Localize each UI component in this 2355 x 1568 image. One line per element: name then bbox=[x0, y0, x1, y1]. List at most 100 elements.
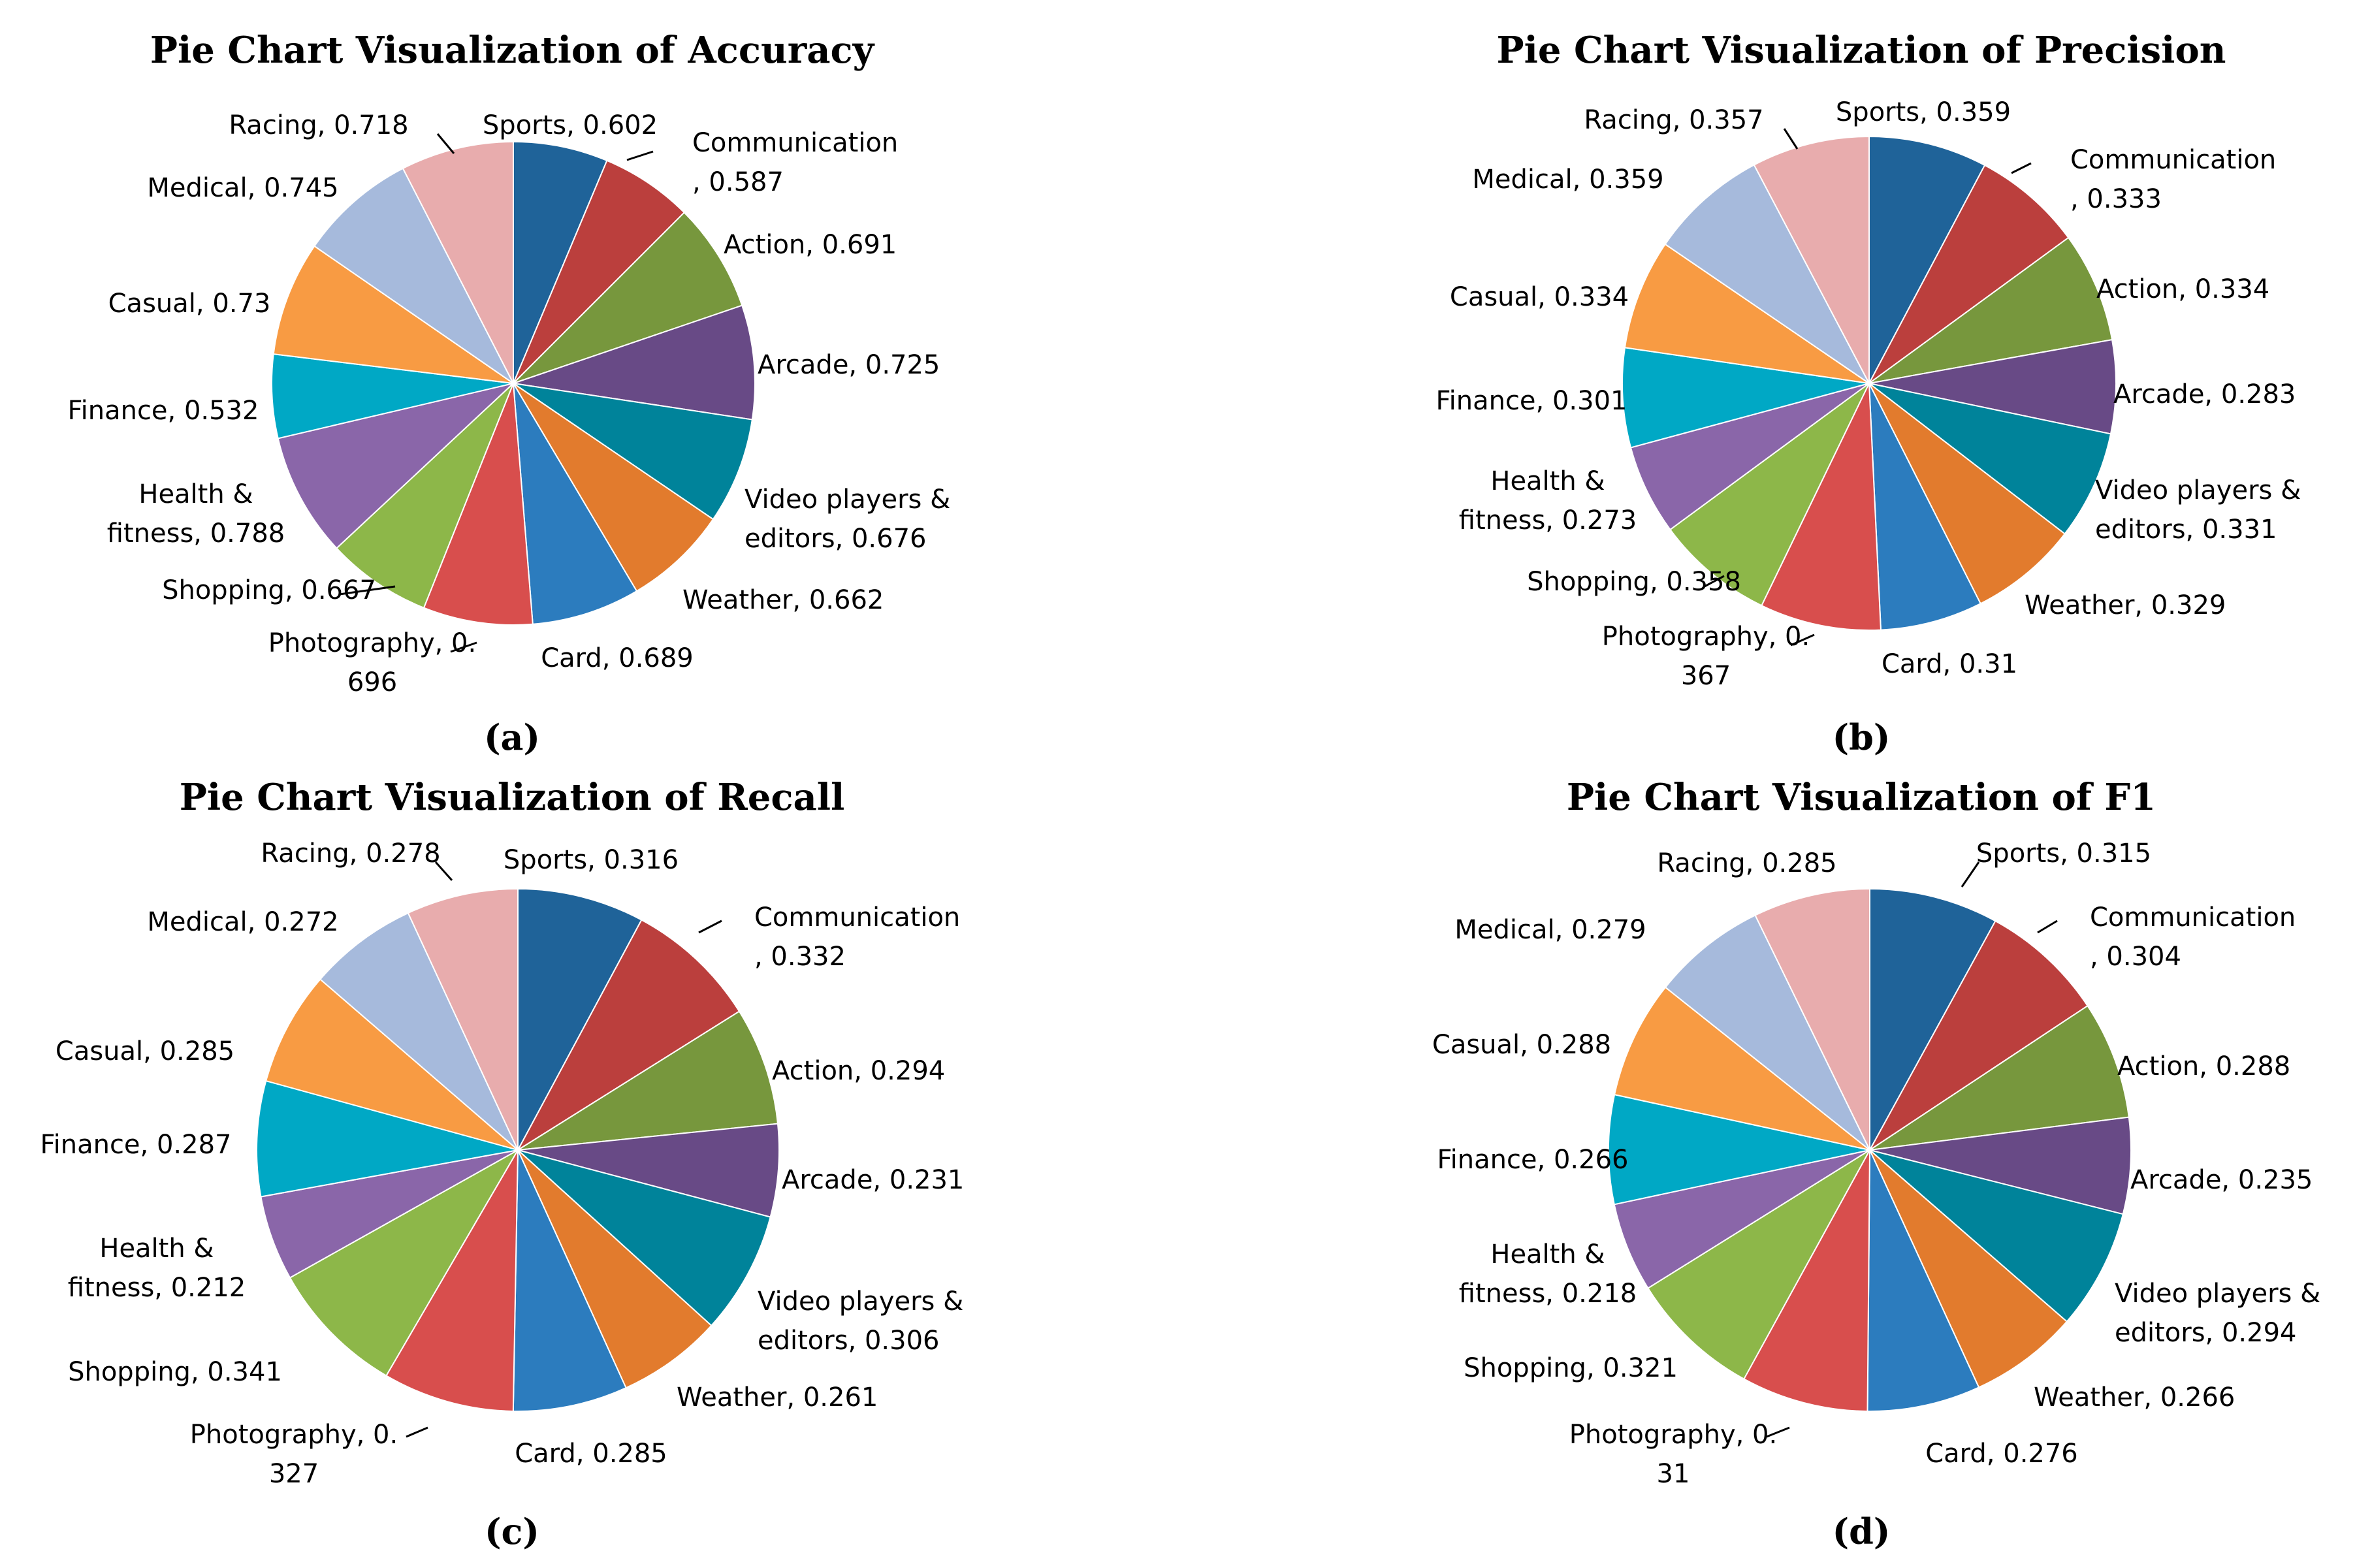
data-label-weather: Weather, 0.662 bbox=[682, 585, 884, 615]
pie-slice-racing bbox=[1753, 135, 1870, 384]
pie-slice-video-players-and-editors bbox=[517, 1149, 771, 1327]
pie-slices bbox=[256, 888, 780, 1412]
pie-slice-communication bbox=[1869, 920, 2089, 1151]
leader-line bbox=[339, 585, 396, 596]
pie-slice-casual bbox=[272, 245, 514, 384]
pie-slices bbox=[271, 140, 756, 626]
pie-slice-action bbox=[1869, 1004, 2130, 1151]
data-label-video-players-and-editors: Video players & editors, 0.294 bbox=[2115, 1279, 2320, 1348]
data-label-finance: Finance, 0.287 bbox=[40, 1130, 232, 1160]
data-label-video-players-and-editors: Video players & editors, 0.331 bbox=[2095, 475, 2301, 545]
data-label-shopping: Shopping, 0.321 bbox=[1464, 1353, 1678, 1383]
data-label-action: Action, 0.334 bbox=[2096, 274, 2269, 304]
data-label-video-players-and-editors: Video players & editors, 0.306 bbox=[758, 1287, 963, 1356]
pie-slice-finance bbox=[1622, 347, 1870, 449]
pie-slice-communication bbox=[516, 919, 741, 1152]
data-label-arcade: Arcade, 0.283 bbox=[2113, 379, 2296, 409]
accuracy-pie-panel: Pie Chart Visualization of Accuracy Spor… bbox=[68, 29, 951, 758]
leader-line bbox=[406, 1426, 428, 1438]
pie-slice-shopping bbox=[336, 383, 514, 609]
data-label-medical: Medical, 0.745 bbox=[147, 173, 338, 203]
pie-slice-health-and-fitness bbox=[277, 382, 516, 549]
pie-slice-racing bbox=[407, 888, 519, 1151]
panel-label: (b) bbox=[1833, 716, 1891, 758]
pie-slice-medical bbox=[313, 167, 514, 384]
pie-slice-video-players-and-editors bbox=[513, 383, 753, 520]
leader-line bbox=[1783, 128, 1799, 150]
data-label-arcade: Arcade, 0.725 bbox=[758, 350, 940, 380]
data-label-photography: Photography, 0. 31 bbox=[1569, 1420, 1777, 1489]
leader-line bbox=[450, 641, 477, 653]
leader-line bbox=[1766, 1426, 1790, 1438]
pie-slice-finance bbox=[271, 353, 514, 440]
pie-slice-arcade bbox=[513, 304, 756, 421]
data-label-weather: Weather, 0.329 bbox=[2025, 590, 2226, 620]
pie-slice-photography bbox=[423, 383, 534, 626]
data-label-action: Action, 0.691 bbox=[724, 230, 897, 260]
data-label-health-and-fitness: Health & fitness, 0.212 bbox=[68, 1234, 246, 1303]
leader-line bbox=[2011, 162, 2032, 174]
data-label-action: Action, 0.288 bbox=[2117, 1051, 2290, 1081]
leader-line bbox=[1790, 633, 1815, 647]
leader-line bbox=[2037, 920, 2058, 934]
data-label-card: Card, 0.285 bbox=[515, 1439, 667, 1469]
pie-slice-casual bbox=[1613, 986, 1870, 1151]
data-label-medical: Medical, 0.359 bbox=[1472, 165, 1663, 195]
pie-slice-medical bbox=[1664, 164, 1870, 384]
pie-slice-card bbox=[513, 383, 638, 625]
data-label-action: Action, 0.294 bbox=[772, 1056, 945, 1086]
pie-slice-arcade bbox=[517, 1123, 780, 1218]
pie-slice-shopping bbox=[1647, 1148, 1872, 1380]
chart-title: Pie Chart Visualization of Precision bbox=[1497, 29, 2226, 72]
pie-slice-racing bbox=[402, 140, 514, 384]
data-label-communication: Communication, 0.304 bbox=[2090, 903, 2296, 972]
data-label-finance: Finance, 0.266 bbox=[1437, 1145, 1629, 1175]
pie-slice-video-players-and-editors bbox=[1869, 1149, 2124, 1323]
data-label-card: Card, 0.276 bbox=[1925, 1439, 2078, 1469]
panel-label: (c) bbox=[485, 1511, 539, 1552]
pie-slice-health-and-fitness bbox=[1613, 1149, 1870, 1289]
precision-pie-panel: Pie Chart Visualization of Precision Spo… bbox=[1436, 29, 2301, 758]
data-label-racing: Racing, 0.278 bbox=[261, 839, 440, 869]
data-label-shopping: Shopping, 0.341 bbox=[68, 1357, 282, 1387]
pie-slices bbox=[1608, 888, 2132, 1412]
data-label-card: Card, 0.31 bbox=[1882, 649, 2017, 679]
pie-slice-photography bbox=[1742, 1149, 1870, 1412]
pie-slice-sports bbox=[517, 888, 643, 1151]
data-label-racing: Racing, 0.357 bbox=[1584, 105, 1763, 135]
data-label-racing: Racing, 0.718 bbox=[229, 110, 408, 140]
data-label-finance: Finance, 0.532 bbox=[68, 396, 259, 426]
data-label-weather: Weather, 0.266 bbox=[2034, 1383, 2235, 1413]
leader-line bbox=[626, 150, 654, 161]
pie-slice-casual bbox=[265, 978, 519, 1151]
pie-slice-action bbox=[1868, 236, 2113, 384]
chart-title: Pie Chart Visualization of Accuracy bbox=[150, 29, 875, 72]
data-label-health-and-fitness: Health & fitness, 0.273 bbox=[1459, 466, 1637, 536]
data-label-card: Card, 0.689 bbox=[541, 643, 694, 673]
data-label-racing: Racing, 0.285 bbox=[1657, 848, 1836, 878]
pie-slice-finance bbox=[1608, 1093, 1870, 1206]
data-label-arcade: Arcade, 0.235 bbox=[2130, 1165, 2313, 1195]
pie-slice-finance bbox=[256, 1080, 519, 1198]
chart-title: Pie Chart Visualization of Recall bbox=[180, 776, 845, 819]
data-label-communication: Communication, 0.587 bbox=[692, 128, 898, 197]
data-label-photography: Photography, 0. 367 bbox=[1602, 622, 1810, 691]
pie-slice-sports bbox=[513, 140, 608, 384]
pie-slice-racing bbox=[1754, 888, 1870, 1151]
data-label-sports: Sports, 0.602 bbox=[483, 110, 658, 140]
data-label-shopping: Shopping, 0.358 bbox=[1527, 567, 1741, 597]
leader-line bbox=[436, 133, 455, 154]
pie-slice-weather bbox=[517, 1149, 713, 1389]
pie-slices bbox=[1622, 135, 2117, 631]
panel-label: (d) bbox=[1833, 1511, 1891, 1552]
pie-data-labels: Sports, 0.316 Communication, 0.332 Action,… bbox=[40, 839, 965, 1489]
data-label-finance: Finance, 0.301 bbox=[1436, 386, 1627, 416]
pie-slice-action bbox=[517, 1010, 779, 1151]
data-label-communication: Communication, 0.333 bbox=[2070, 145, 2276, 214]
f1-pie-panel: Pie Chart Visualization of F1 Sports, 0.… bbox=[1432, 776, 2320, 1552]
data-label-weather: Weather, 0.261 bbox=[677, 1383, 878, 1413]
pie-data-labels: Sports, 0.602 Communication, 0.587 Action,… bbox=[68, 110, 951, 697]
data-label-health-and-fitness: Health & fitness, 0.218 bbox=[1459, 1240, 1637, 1309]
leader-line bbox=[1704, 575, 1725, 588]
